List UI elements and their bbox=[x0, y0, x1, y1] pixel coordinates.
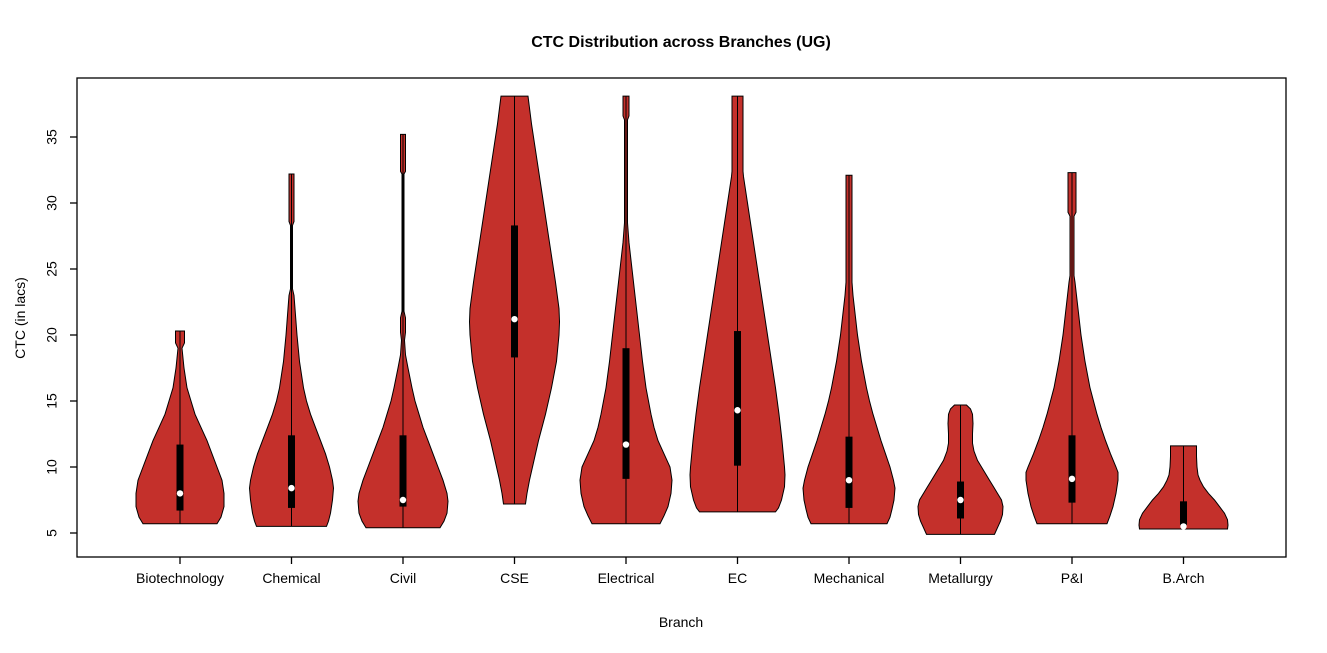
iqr-box bbox=[511, 225, 518, 358]
x-tick-label: Mechanical bbox=[814, 570, 885, 586]
chart-title: CTC Distribution across Branches (UG) bbox=[531, 34, 831, 51]
y-tick-label: 5 bbox=[44, 529, 60, 537]
median-dot bbox=[511, 315, 518, 323]
violin-b-arch bbox=[1138, 445, 1229, 530]
violin-biotechnology bbox=[135, 330, 225, 525]
iqr-box bbox=[1068, 435, 1076, 503]
x-tick-label: B.Arch bbox=[1162, 570, 1204, 586]
x-tick-label: Chemical bbox=[262, 570, 320, 586]
x-tick-label: Metallurgy bbox=[928, 570, 993, 586]
violin-cse bbox=[468, 95, 561, 505]
median-dot bbox=[957, 496, 964, 504]
violin-chemical bbox=[248, 173, 335, 527]
x-tick-label: EC bbox=[728, 570, 747, 586]
median-dot bbox=[399, 496, 407, 504]
x-axis-label: Branch bbox=[659, 614, 703, 630]
axes-group: 5 10 15 20 25 30 35 Biotechnology Chemical Civil C… bbox=[44, 129, 1205, 586]
y-tick-label: 20 bbox=[44, 327, 60, 343]
violin-mechanical bbox=[802, 174, 896, 525]
median-dot bbox=[622, 441, 630, 448]
median-dot bbox=[734, 407, 741, 414]
iqr-box bbox=[734, 331, 741, 466]
x-tick-label: P&I bbox=[1061, 570, 1084, 586]
y-tick-label: 35 bbox=[44, 129, 60, 145]
y-axis-label: CTC (in lacs) bbox=[12, 277, 28, 359]
x-tick-label: CSE bbox=[500, 570, 529, 586]
iqr-box bbox=[622, 348, 630, 479]
y-tick-label: 10 bbox=[44, 459, 60, 475]
y-axis-ticks: 5 10 15 20 25 30 35 bbox=[44, 129, 77, 537]
violin-metallurgy bbox=[917, 404, 1004, 535]
median-dot bbox=[1180, 523, 1187, 530]
median-dot bbox=[845, 477, 853, 484]
violin-p-i bbox=[1025, 172, 1119, 525]
x-tick-label: Biotechnology bbox=[136, 570, 224, 586]
y-tick-label: 25 bbox=[44, 261, 60, 277]
x-axis-ticks: Biotechnology Chemical Civil CSE Electrical E… bbox=[136, 557, 1205, 586]
iqr-box bbox=[176, 444, 184, 511]
median-dot bbox=[1068, 475, 1076, 483]
iqr-box bbox=[1180, 501, 1187, 526]
violin-ec bbox=[689, 95, 786, 513]
iqr-box bbox=[288, 435, 295, 508]
y-tick-label: 30 bbox=[44, 195, 60, 211]
iqr-box bbox=[845, 436, 853, 508]
violin-civil bbox=[357, 133, 449, 529]
median-dot bbox=[176, 490, 184, 497]
plot-frame bbox=[76, 77, 1287, 558]
x-tick-label: Electrical bbox=[598, 570, 655, 586]
x-tick-label: Civil bbox=[390, 570, 416, 586]
median-dot bbox=[288, 484, 295, 492]
y-tick-label: 15 bbox=[44, 393, 60, 409]
violin-electrical bbox=[579, 95, 673, 525]
violin-series-group bbox=[135, 95, 1229, 535]
iqr-box bbox=[399, 435, 407, 507]
